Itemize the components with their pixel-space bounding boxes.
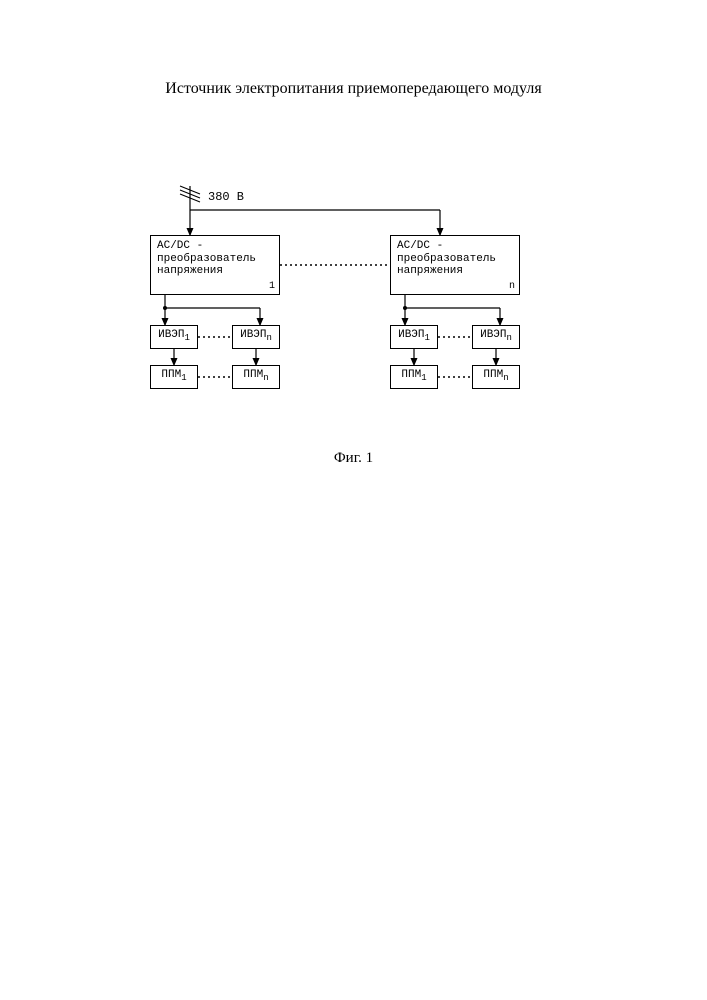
ivep-1-left: ИВЭП1 bbox=[150, 325, 198, 349]
acdc-line3: напряжения bbox=[397, 265, 463, 277]
ppm-1-left: ППМ1 bbox=[150, 365, 198, 389]
ivep-n-left: ИВЭПn bbox=[232, 325, 280, 349]
ppm-n-left: ППМn bbox=[232, 365, 280, 389]
page-title: Источник электропитания приемопередающег… bbox=[0, 80, 707, 98]
figure-caption: Фиг. 1 bbox=[0, 450, 707, 467]
acdc-line2: преобразователь bbox=[157, 253, 256, 265]
acdc-block-1: AC/DC - преобразователь напряжения 1 bbox=[150, 235, 280, 295]
diagram-container: 380 В bbox=[130, 180, 560, 440]
ppm-1-right: ППМ1 bbox=[390, 365, 438, 389]
acdc-line1: AC/DC - bbox=[397, 240, 443, 252]
acdc-block-n: AC/DC - преобразователь напряжения n bbox=[390, 235, 520, 295]
ivep-1-right: ИВЭП1 bbox=[390, 325, 438, 349]
ppm-n-right: ППМn bbox=[472, 365, 520, 389]
ivep-n-right: ИВЭПn bbox=[472, 325, 520, 349]
acdc-line3: напряжения bbox=[157, 265, 223, 277]
acdc-line2: преобразователь bbox=[397, 253, 496, 265]
acdc-index-n: n bbox=[509, 281, 515, 293]
diagram-wires: 380 В bbox=[130, 180, 560, 440]
acdc-line1: AC/DC - bbox=[157, 240, 203, 252]
voltage-label: 380 В bbox=[208, 190, 244, 204]
acdc-index-1: 1 bbox=[269, 281, 275, 293]
